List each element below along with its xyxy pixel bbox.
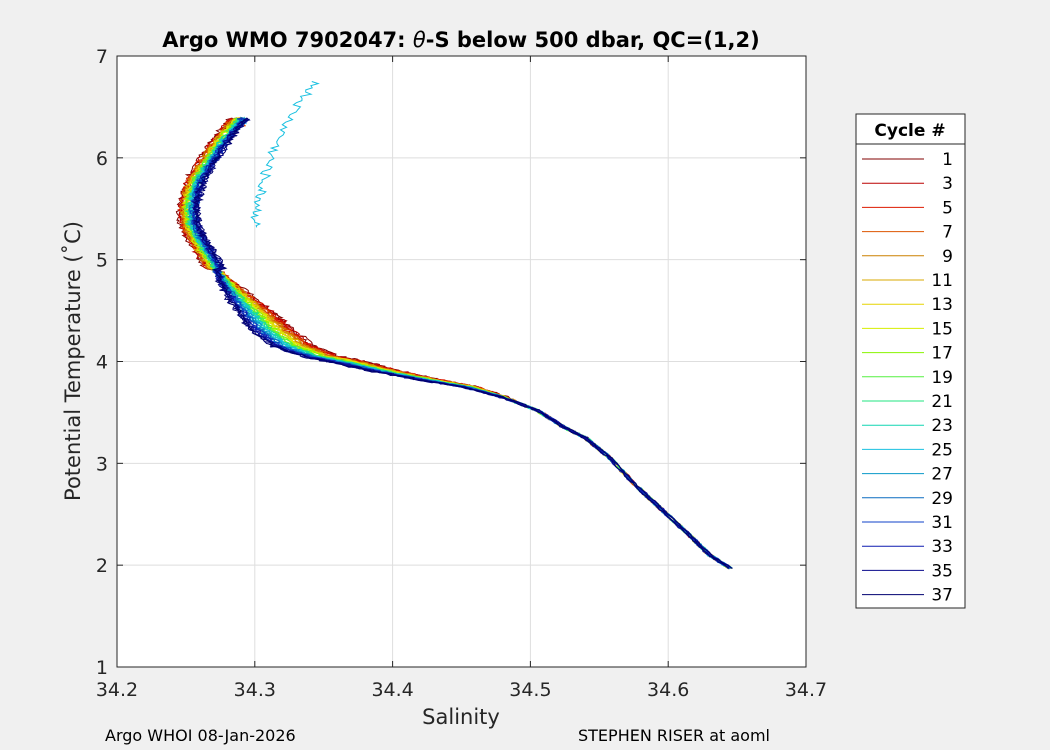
series-line-anomaly	[250, 81, 320, 228]
x-tick-label: 34.6	[647, 679, 689, 701]
legend-label-25: 25	[931, 440, 953, 460]
series-lines	[175, 81, 733, 570]
x-tick-label: 34.3	[234, 679, 276, 701]
axis-ticks: 34.2 34.3 34.4 34.5 34.6 34.7 1 2 3 4 5 6 7	[96, 46, 827, 701]
legend-label-5: 5	[942, 198, 953, 218]
legend-box	[855, 113, 966, 609]
chart-title-prefix: Argo WMO 7902047:	[162, 28, 413, 52]
legend-label-1: 1	[942, 150, 953, 170]
x-tick-label: 34.7	[785, 679, 827, 701]
y-tick-label: 3	[96, 453, 108, 475]
legend-label-23: 23	[931, 416, 953, 436]
legend-label-3: 3	[942, 174, 953, 194]
legend: Cycle # 13579111315171921232527293133353…	[855, 113, 966, 609]
x-tick-label: 34.2	[96, 679, 138, 701]
legend-label-33: 33	[931, 537, 953, 557]
legend-label-21: 21	[931, 392, 953, 412]
grid-lines	[117, 56, 806, 667]
chart-title-theta: θ	[413, 28, 426, 52]
y-tick-label: 4	[96, 352, 108, 374]
x-axis-label: Salinity	[422, 705, 500, 729]
legend-label-7: 7	[942, 223, 953, 243]
y-axis-label: Potential Temperature (˚C)	[61, 221, 85, 501]
series-line-cycle-37	[195, 117, 732, 569]
footer-left: Argo WHOI 08-Jan-2026	[105, 726, 296, 745]
legend-label-19: 19	[931, 368, 953, 388]
x-tick-label: 34.4	[371, 679, 413, 701]
y-tick-label: 5	[96, 250, 108, 272]
footer-right: STEPHEN RISER at aoml	[578, 726, 770, 745]
legend-label-31: 31	[931, 513, 953, 533]
series-line-cycle-37	[192, 118, 730, 569]
legend-label-9: 9	[942, 247, 953, 267]
chart-title-suffix: -S below 500 dbar, QC=(1,2)	[426, 28, 760, 52]
chart-title: Argo WMO 7902047: θ-S below 500 dbar, QC…	[162, 28, 759, 52]
y-tick-label: 1	[96, 657, 108, 679]
y-tick-label: 6	[96, 148, 108, 170]
y-tick-label: 7	[96, 46, 108, 68]
legend-label-27: 27	[931, 465, 953, 485]
legend-title: Cycle #	[874, 121, 945, 141]
legend-label-17: 17	[931, 344, 953, 364]
legend-label-29: 29	[931, 489, 953, 509]
legend-label-37: 37	[931, 586, 953, 606]
legend-label-35: 35	[931, 561, 953, 581]
legend-label-15: 15	[931, 319, 953, 339]
legend-label-11: 11	[931, 271, 953, 291]
y-tick-label: 2	[96, 555, 108, 577]
legend-label-13: 13	[931, 295, 953, 315]
x-tick-label: 34.5	[509, 679, 551, 701]
